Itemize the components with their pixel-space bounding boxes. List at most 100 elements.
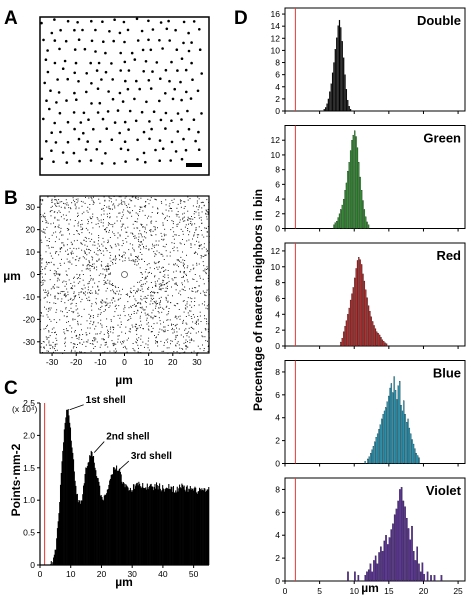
lattice-dot (161, 147, 165, 150)
correlogram-point (119, 326, 121, 328)
density-bar (99, 485, 101, 565)
correlogram-point (160, 306, 162, 308)
correlogram-point (129, 207, 131, 208)
correlogram-point (174, 277, 175, 279)
correlogram-point (160, 271, 162, 273)
histogram-ytick-label: 2 (275, 94, 280, 104)
correlogram-point (89, 208, 91, 210)
correlogram-point (46, 294, 48, 296)
correlogram-point (44, 291, 46, 293)
correlogram-point (135, 323, 137, 325)
correlogram-point (63, 218, 65, 220)
lattice-dot (89, 159, 93, 162)
lattice-dot (161, 47, 164, 50)
correlogram-point (53, 232, 55, 234)
correlogram-point (64, 343, 66, 345)
lattice-dot (133, 58, 137, 61)
correlogram-point (119, 259, 121, 261)
correlogram-point (75, 208, 77, 210)
correlogram-point (147, 314, 149, 316)
density-bar (192, 490, 194, 565)
correlogram-point (168, 308, 170, 309)
correlogram-point (165, 243, 167, 245)
histogram-bar (362, 200, 364, 229)
histogram-bar (341, 41, 343, 112)
histogram-bar (414, 448, 416, 464)
correlogram-point (167, 319, 169, 321)
correlogram-point (154, 229, 156, 231)
correlogram-point (138, 263, 139, 265)
correlogram-point (79, 342, 81, 344)
correlogram-point (103, 284, 105, 285)
correlogram-point (180, 206, 182, 208)
lattice-dot (192, 20, 196, 23)
density-bar (94, 467, 96, 565)
histogram-bar (347, 314, 349, 347)
correlogram-point (186, 254, 187, 256)
correlogram-point (120, 321, 122, 323)
correlogram-point (173, 238, 175, 240)
correlogram-point (175, 213, 177, 215)
correlogram-point (206, 216, 208, 218)
lattice-dot (127, 69, 131, 72)
correlogram-point (124, 260, 126, 262)
correlogram-point (133, 290, 135, 291)
correlogram-point (60, 206, 62, 208)
correlogram-point (193, 234, 195, 236)
correlogram-point (128, 211, 130, 213)
correlogram-point (70, 207, 71, 209)
histogram-bar (381, 339, 384, 347)
correlogram-point (160, 323, 162, 325)
correlogram-point (42, 231, 44, 233)
density-bar (167, 489, 169, 565)
correlogram-point (126, 206, 128, 208)
density-bar (114, 470, 116, 565)
correlogram-point (152, 309, 154, 311)
correlogram-point (71, 299, 73, 301)
correlogram-point (172, 279, 174, 281)
correlogram-point (204, 318, 206, 320)
correlogram-point (148, 263, 150, 265)
correlogram-point (70, 252, 72, 254)
correlogram-point (73, 247, 75, 249)
correlogram-point (102, 237, 104, 239)
correlogram-point (115, 258, 117, 260)
density-bar (84, 474, 86, 565)
correlogram-point (161, 238, 163, 240)
correlogram-point (180, 200, 182, 202)
correlogram-point (129, 212, 131, 214)
correlogram-point (59, 248, 61, 250)
correlogram-point (187, 230, 189, 232)
correlogram-point (207, 209, 209, 210)
correlogram-point (141, 284, 143, 286)
histogram-bar (376, 331, 378, 347)
correlogram-point (164, 326, 166, 328)
correlogram-point (124, 305, 126, 307)
correlogram-point (74, 297, 75, 299)
correlogram-point (54, 226, 56, 228)
correlogram-point (47, 222, 49, 224)
correlogram-point (90, 277, 92, 279)
histogram-ytick-label: 6 (275, 507, 280, 517)
density-bar (76, 493, 78, 565)
correlogram-point (77, 198, 79, 200)
correlogram-point (128, 259, 130, 261)
correlogram-point (146, 297, 148, 299)
correlogram-point (181, 277, 183, 278)
correlogram-point (93, 337, 95, 339)
correlogram-point (113, 290, 114, 292)
correlogram-point (126, 351, 128, 353)
correlogram-point (59, 211, 61, 213)
correlogram-point (149, 229, 151, 231)
correlogram-point (134, 205, 136, 207)
lattice-dot (110, 138, 114, 141)
correlogram-point (40, 271, 42, 273)
correlogram-point (135, 221, 137, 222)
correlogram-point (185, 333, 187, 334)
correlogram-point (142, 328, 144, 330)
correlogram-point (56, 199, 58, 201)
density-bar (102, 499, 104, 565)
correlogram-point (187, 346, 189, 348)
histogram-ytick-label: 14 (271, 21, 281, 31)
histogram-ytick-label: 0 (275, 576, 280, 586)
